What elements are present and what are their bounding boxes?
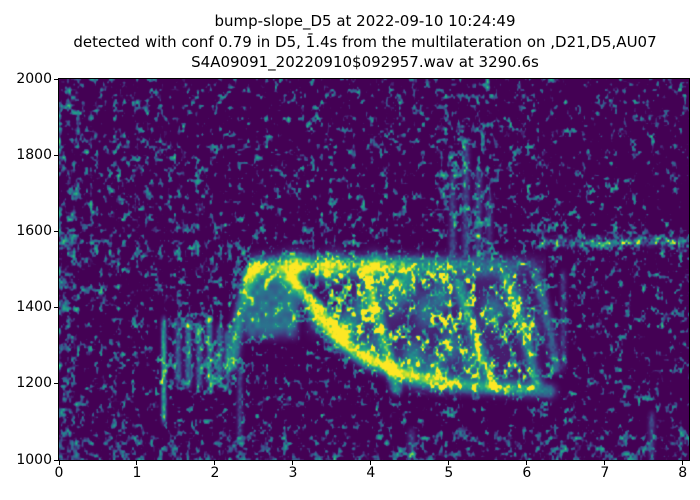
y-tick-label: 1600	[16, 222, 52, 239]
chart-title-line-3: S4A09091_20220910$092957.wav at 3290.6s	[191, 53, 539, 71]
x-tick-label: 5	[444, 465, 454, 481]
y-tick-mark	[54, 459, 58, 461]
x-tick-mark	[526, 461, 528, 465]
y-tick-label: 1800	[16, 146, 52, 163]
x-tick-mark	[370, 461, 372, 465]
y-tick-mark	[54, 307, 58, 309]
x-tick-label: 6	[522, 465, 532, 481]
y-tick-label: 2000	[16, 70, 52, 87]
x-tick-label: 4	[366, 465, 376, 481]
chart-title-line-2: detected with conf 0.79 in D5, 1̄.4s fro…	[73, 32, 657, 51]
x-tick-mark	[292, 461, 294, 465]
x-tick-mark	[136, 461, 138, 465]
y-tick-label: 1200	[16, 375, 52, 392]
x-tick-mark	[214, 461, 216, 465]
y-tick-mark	[54, 154, 58, 156]
chart-title-line-1: bump-slope_D5 at 2022-09-10 10:24:49	[214, 12, 516, 30]
x-tick-mark	[448, 461, 450, 465]
x-tick-label: 2	[210, 465, 220, 481]
x-tick-mark	[682, 461, 684, 465]
y-tick-label: 1000	[16, 451, 52, 468]
x-tick-label: 0	[54, 465, 64, 481]
x-tick-label: 7	[600, 465, 610, 481]
x-tick-label: 3	[288, 465, 298, 481]
spectrogram-canvas	[59, 79, 689, 460]
y-tick-mark	[54, 78, 58, 80]
x-tick-mark	[58, 461, 60, 465]
y-tick-label: 1400	[16, 299, 52, 316]
axes-frame	[58, 78, 690, 461]
x-tick-label: 8	[678, 465, 688, 481]
y-tick-mark	[54, 230, 58, 232]
y-tick-mark	[54, 383, 58, 385]
chart-title: bump-slope_D5 at 2022-09-10 10:24:49 det…	[35, 11, 695, 73]
x-tick-label: 1	[132, 465, 142, 481]
x-tick-mark	[604, 461, 606, 465]
